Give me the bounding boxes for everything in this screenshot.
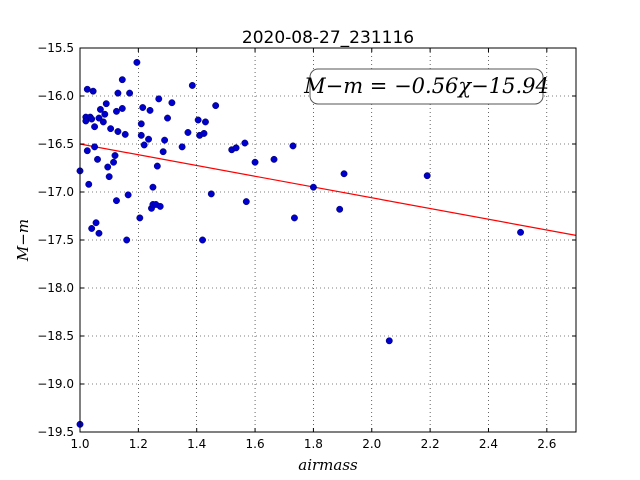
data-point xyxy=(104,163,112,171)
data-point xyxy=(101,110,109,118)
data-point xyxy=(188,81,196,89)
y-axis-label: M−m xyxy=(14,219,32,262)
data-point xyxy=(99,118,107,126)
data-point xyxy=(121,130,129,138)
data-point xyxy=(94,155,101,163)
data-point xyxy=(309,183,317,191)
plot-area-frame xyxy=(79,47,577,433)
data-point xyxy=(139,104,147,111)
data-point xyxy=(95,229,103,237)
fit-equation-frame xyxy=(309,68,544,105)
data-point xyxy=(83,147,91,155)
data-point xyxy=(212,102,220,110)
data-point xyxy=(107,125,115,133)
x-tick-label: 1.0 xyxy=(70,437,89,451)
data-point xyxy=(168,99,176,107)
y-tick-label: −18.0 xyxy=(37,281,74,295)
data-point xyxy=(113,107,120,115)
chart-title: 2020-08-27_231116 xyxy=(242,28,414,48)
data-point xyxy=(336,205,344,213)
data-point xyxy=(102,100,110,108)
data-point xyxy=(118,76,126,84)
data-point xyxy=(289,142,297,150)
data-point xyxy=(423,172,431,180)
data-point xyxy=(110,158,118,166)
data-point xyxy=(88,115,96,123)
data-point xyxy=(118,105,126,112)
data-point xyxy=(159,148,167,156)
data-point xyxy=(200,129,208,137)
data-point xyxy=(242,198,250,206)
data-point xyxy=(113,197,120,205)
y-tick-label: −15.5 xyxy=(37,41,74,55)
data-point xyxy=(126,89,134,97)
data-point xyxy=(232,144,240,152)
y-tick-label: −19.5 xyxy=(37,425,74,439)
data-point xyxy=(137,131,145,139)
x-tick-label: 1.2 xyxy=(129,437,148,451)
data-point xyxy=(241,139,249,147)
data-point xyxy=(164,114,171,122)
data-point xyxy=(96,105,104,113)
x-tick-label: 1.4 xyxy=(187,437,206,451)
data-point xyxy=(137,120,145,128)
data-point xyxy=(156,202,164,210)
x-tick-label: 2.6 xyxy=(537,437,556,451)
data-point xyxy=(114,128,122,135)
data-point xyxy=(145,135,153,143)
x-axis-label: airmass xyxy=(298,456,358,474)
x-tick-label: 2.4 xyxy=(479,437,498,451)
data-point xyxy=(194,116,202,124)
y-tick-label: −16.5 xyxy=(37,137,74,151)
data-point xyxy=(111,152,119,159)
data-point xyxy=(270,155,278,163)
data-point xyxy=(140,141,148,149)
data-point xyxy=(155,95,163,103)
y-tick-label: −17.5 xyxy=(37,233,74,247)
data-point xyxy=(202,118,209,126)
data-point xyxy=(146,106,154,114)
data-point xyxy=(184,129,192,136)
data-point xyxy=(207,190,215,198)
fit-equation-box: M−m = −0.56χ−15.94 xyxy=(303,68,549,105)
y-tick-label: −19.0 xyxy=(37,377,74,391)
data-point xyxy=(340,170,348,178)
y-tick-label: −16.0 xyxy=(37,89,74,103)
data-point xyxy=(114,89,122,97)
data-point xyxy=(91,143,99,151)
data-point xyxy=(105,173,113,181)
data-points xyxy=(76,58,525,428)
data-point xyxy=(517,228,525,236)
data-point xyxy=(385,337,393,345)
data-point xyxy=(91,123,99,131)
fit-equation-text: M−m = −0.56χ−15.94 xyxy=(303,74,549,98)
data-point xyxy=(133,58,141,66)
data-point xyxy=(89,87,97,95)
x-tick-label: 2.2 xyxy=(421,437,440,451)
data-point xyxy=(251,158,259,166)
data-point xyxy=(149,183,157,191)
data-point xyxy=(88,225,96,232)
x-tick-label: 1.8 xyxy=(304,437,323,451)
fit-line xyxy=(79,143,577,236)
data-point xyxy=(83,85,91,93)
x-tick-label: 2.0 xyxy=(362,437,381,451)
fit-line-layer xyxy=(79,143,577,236)
data-point xyxy=(85,180,93,188)
data-point xyxy=(136,214,144,222)
data-point xyxy=(124,191,132,199)
data-point xyxy=(92,219,100,227)
data-point xyxy=(199,236,206,244)
data-point xyxy=(95,114,103,122)
y-tick-label: −18.5 xyxy=(37,329,74,343)
x-tick-label: 1.6 xyxy=(246,437,265,451)
data-point xyxy=(123,236,131,244)
data-point xyxy=(161,136,169,144)
data-point xyxy=(178,143,186,151)
data-point xyxy=(290,214,298,222)
data-point xyxy=(153,162,161,170)
y-tick-label: −17.0 xyxy=(37,185,74,199)
